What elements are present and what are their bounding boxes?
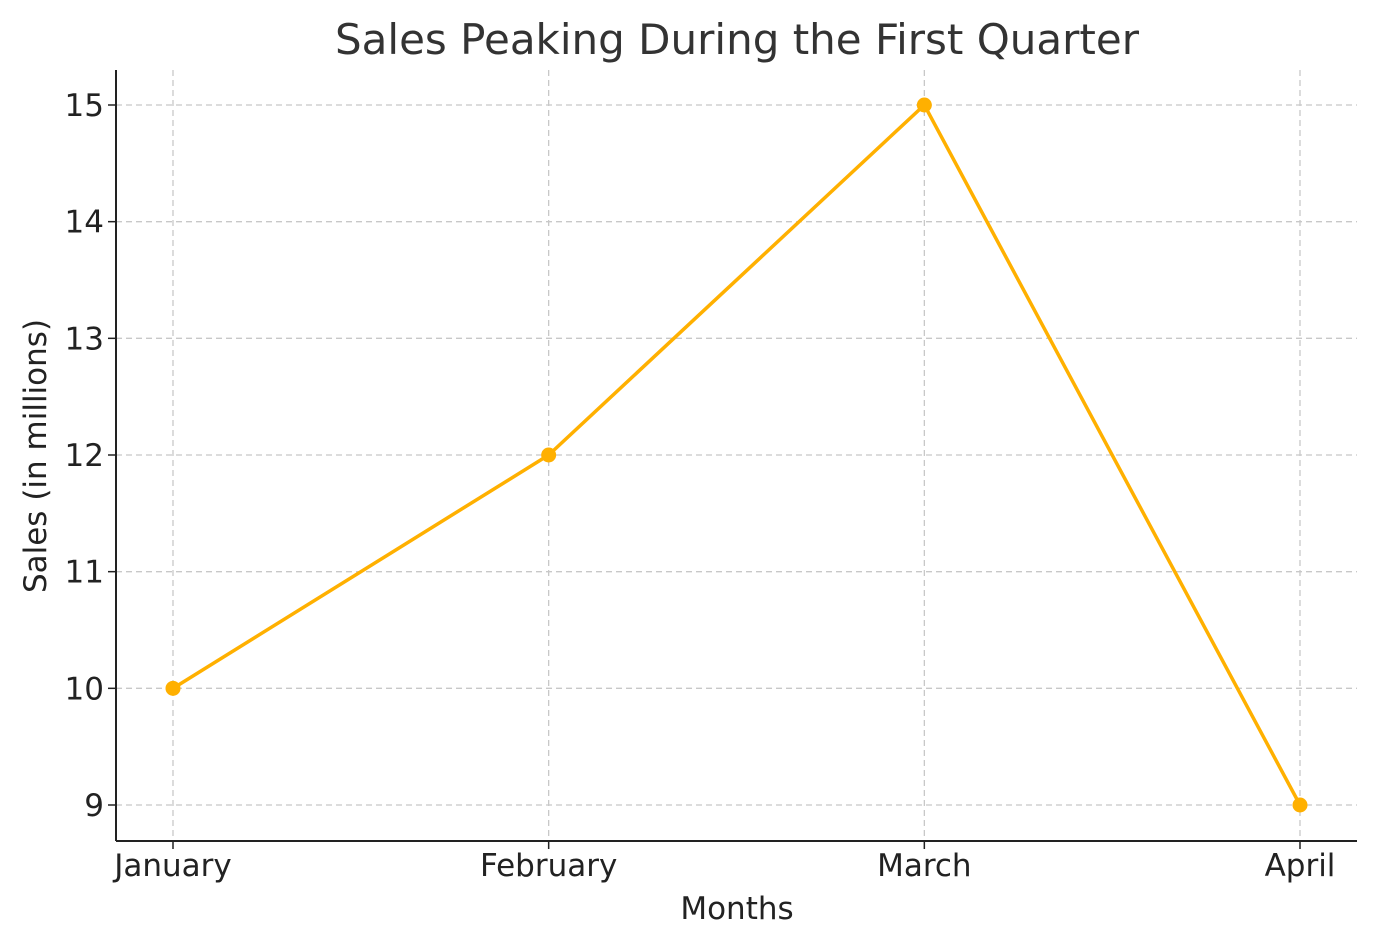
x-tick-label: January	[112, 848, 232, 884]
data-point	[1292, 797, 1308, 813]
data-point	[541, 447, 557, 463]
data-point	[165, 680, 181, 696]
x-tick-label: February	[480, 848, 617, 884]
x-tick-label: April	[1265, 848, 1336, 884]
x-axis-ticks: January February March April	[112, 841, 1335, 884]
y-tick-label: 14	[65, 205, 104, 241]
y-axis-ticks: 9 10 11 12 13 14 15	[65, 88, 116, 824]
y-tick-label: 15	[65, 88, 104, 124]
chart-title: Sales Peaking During the First Quarter	[335, 15, 1140, 64]
y-tick-label: 10	[65, 671, 104, 707]
y-axis-label: Sales (in millions)	[18, 319, 54, 593]
x-tick-label: March	[877, 848, 972, 884]
x-axis-label: Months	[680, 891, 793, 927]
data-point	[916, 97, 932, 113]
sales-series	[165, 97, 1308, 813]
y-tick-label: 13	[65, 321, 104, 357]
series-line	[172, 103, 1302, 806]
horizontal-gridlines	[116, 104, 1357, 806]
y-tick-label: 9	[84, 788, 104, 824]
y-tick-label: 12	[65, 438, 104, 474]
y-tick-label: 11	[65, 555, 104, 591]
